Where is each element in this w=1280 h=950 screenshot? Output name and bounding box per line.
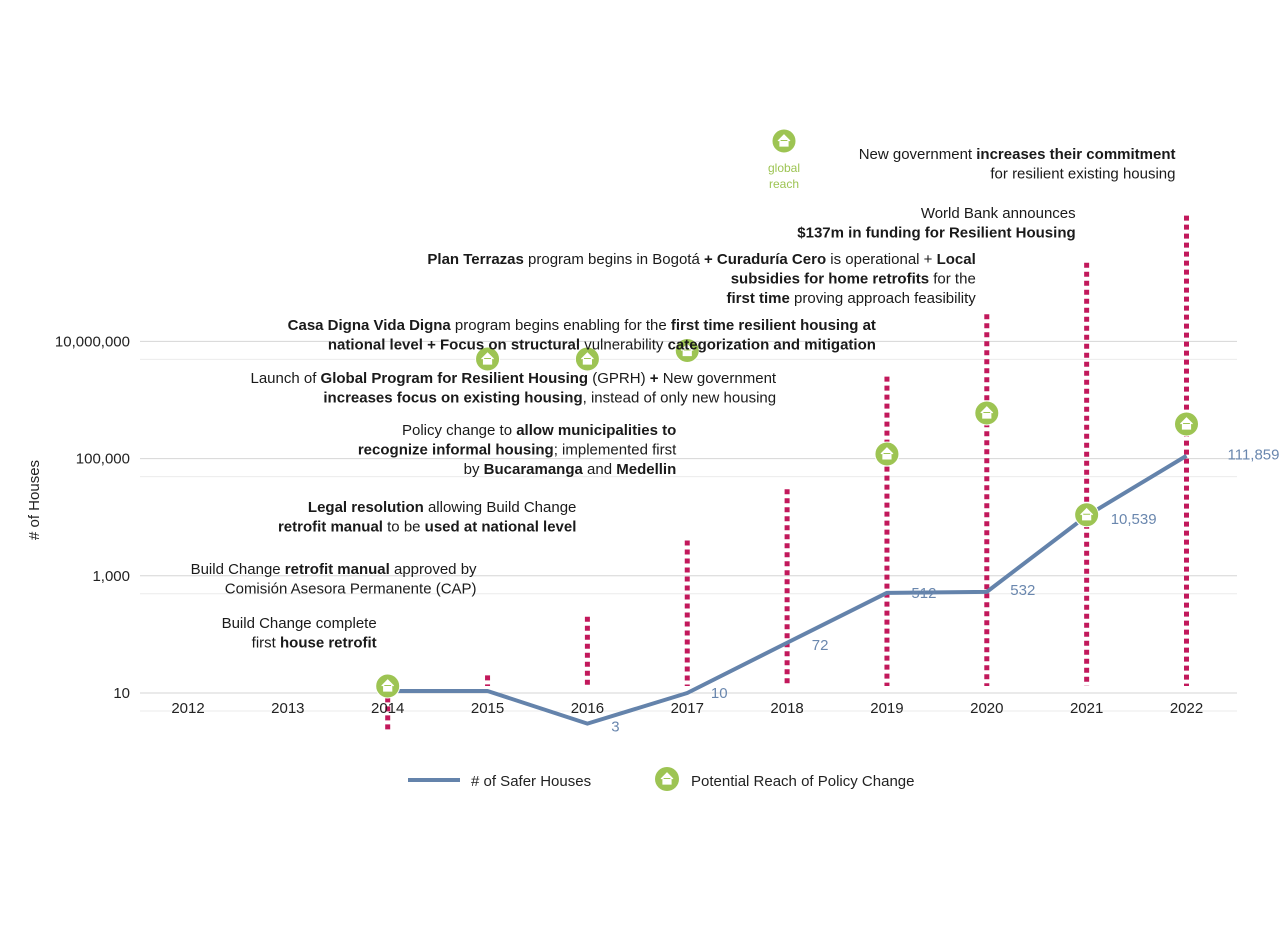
policy-reach-marker-icon xyxy=(574,346,600,372)
x-tick-label: 2015 xyxy=(471,700,504,717)
y-tick-label: 1,000 xyxy=(92,568,130,585)
event-annotation-line: Build Change complete xyxy=(222,615,377,632)
data-label: 512 xyxy=(911,585,936,602)
y-tick-label: 10,000,000 xyxy=(55,333,130,350)
legend-label-policy-reach: Potential Reach of Policy Change xyxy=(691,773,914,790)
series-layer: 3 10 72 512 532 10,539 111,859 xyxy=(387,447,1280,736)
legend-house-marker-icon xyxy=(655,767,679,791)
policy-reach-marker-icon xyxy=(375,673,401,699)
data-label: 72 xyxy=(812,637,829,654)
event-annotation-line: subsidies for home retrofits for the xyxy=(731,271,976,288)
x-tick-label: 2014 xyxy=(371,700,404,717)
annotation-layer: Build Change complete first house retrofi… xyxy=(191,146,1176,652)
y-axis-label: # of Houses xyxy=(26,460,43,540)
global-reach-marker-icon xyxy=(771,128,797,154)
x-tick-label: 2013 xyxy=(271,700,304,717)
y-tick-label: 10 xyxy=(113,685,130,702)
event-annotation-line: New government increases their commitmen… xyxy=(859,146,1176,163)
x-tick-label: 2021 xyxy=(1070,700,1103,717)
event-annotation-line: Build Change retrofit manual approved by xyxy=(191,561,477,578)
axes-layer: # of Houses 10 1,000 100,000 10,000,000 2012… xyxy=(26,333,1203,717)
data-label: 3 xyxy=(611,719,619,736)
event-annotation-line: national level + Focus on structural vul… xyxy=(328,337,876,354)
x-tick-label: 2018 xyxy=(770,700,803,717)
event-lines xyxy=(385,215,1189,730)
event-annotation-line: first house retrofit xyxy=(252,635,377,652)
x-tick-label: 2012 xyxy=(171,700,204,717)
event-annotation-line: World Bank announces xyxy=(921,205,1076,222)
policy-reach-marker-icon xyxy=(874,441,900,467)
event-annotation-line: $137m in funding for Resilient Housing xyxy=(797,225,1075,242)
data-label: 532 xyxy=(1010,582,1035,599)
global-reach-label: reach xyxy=(769,177,799,191)
gridlines xyxy=(140,340,1237,712)
data-label: 10 xyxy=(711,685,728,702)
event-annotation-line: Launch of Global Program for Resilient H… xyxy=(250,370,776,387)
y-tick-label: 100,000 xyxy=(76,451,130,468)
marker-layer: global reach xyxy=(375,128,1199,699)
event-annotation-line: Casa Digna Vida Digna program begins ena… xyxy=(288,317,876,334)
policy-reach-marker-icon xyxy=(1174,411,1199,437)
event-annotation-line: Legal resolution allowing Build Change xyxy=(308,499,576,516)
event-annotation-line: retrofit manual to be used at national l… xyxy=(278,519,576,536)
event-annotation-line: recognize informal housing; implemented … xyxy=(358,442,677,459)
event-annotation-line: first time proving approach feasibility xyxy=(726,290,976,307)
event-annotation-line: for resilient existing housing xyxy=(990,166,1175,183)
policy-reach-marker-icon xyxy=(674,337,700,363)
x-tick-label: 2017 xyxy=(671,700,704,717)
event-annotation-line: by Bucaramanga and Medellin xyxy=(464,461,677,478)
policy-reach-marker-icon xyxy=(475,346,501,372)
policy-reach-marker-icon xyxy=(974,400,1000,426)
legend-label-safer-houses: # of Safer Houses xyxy=(471,773,591,790)
policy-reach-marker-icon xyxy=(1074,502,1100,528)
event-annotation-line: Comisión Asesora Permanente (CAP) xyxy=(225,581,477,598)
series-line-safer-houses xyxy=(387,454,1188,726)
x-tick-label: 2020 xyxy=(970,700,1003,717)
legend: # of Safer Houses Potential Reach of Pol… xyxy=(408,767,914,791)
event-annotation-line: Policy change to allow municipalities to xyxy=(402,422,676,439)
data-label: 111,859 xyxy=(1228,447,1280,464)
x-tick-label: 2016 xyxy=(571,700,604,717)
event-annotation-line: increases focus on existing housing, ins… xyxy=(323,390,776,407)
x-tick-label: 2022 xyxy=(1170,700,1203,717)
global-reach-label: global xyxy=(768,161,800,175)
event-annotation-line: Plan Terrazas program begins in Bogotá +… xyxy=(427,251,975,268)
data-label: 10,539 xyxy=(1111,511,1157,528)
x-tick-label: 2019 xyxy=(870,700,903,717)
